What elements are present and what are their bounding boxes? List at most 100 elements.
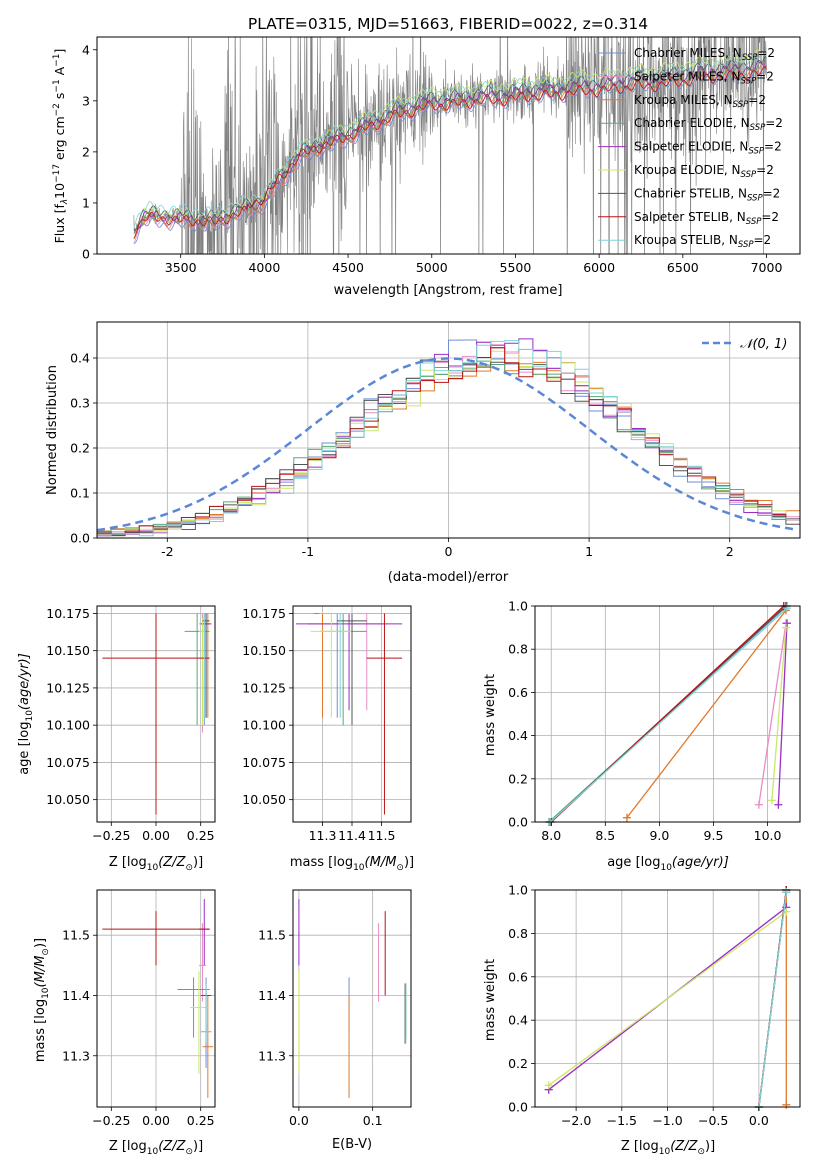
legend-entry: Chabrier ELODIE, NSSP=2 — [634, 116, 783, 133]
x-tick-label: 2 — [726, 544, 734, 559]
y-tick-label: 10.150 — [46, 643, 90, 658]
x-tick-label: 0.00 — [142, 1113, 170, 1128]
weight-vs-age-x-label: age [log10(age/yr)] — [607, 855, 729, 873]
weight-vs-z-plot-area — [534, 886, 801, 1111]
y-tick-label: 10.125 — [242, 680, 286, 695]
figure-title: PLATE=0315, MJD=51663, FIBERID=0022, z=0… — [248, 15, 648, 33]
weight-marker — [774, 800, 783, 809]
y-tick-label: 1.0 — [508, 599, 528, 614]
weight-vs-age-y-label: mass weight — [483, 674, 498, 756]
y-tick-label: 10.075 — [46, 755, 90, 770]
weight-line — [626, 609, 787, 819]
age-vs-z-x-ticks: −0.25 0.00 0.25 — [92, 822, 215, 843]
legend-entry: Kroupa STELIB, NSSP=2 — [634, 233, 771, 250]
weight-marker — [781, 623, 790, 632]
weight-vs-z-x-label: Z [log10(Z/Z⊙)] — [621, 1139, 715, 1157]
weight-line — [771, 627, 787, 801]
x-tick-label: 8.5 — [595, 828, 615, 843]
y-tick-label: 0.1 — [70, 486, 90, 501]
x-tick-label: 6500 — [667, 260, 699, 275]
weight-line — [758, 892, 787, 1108]
residuals-panel: -2 -1 0 1 2 0.0 0.1 0.2 0.3 0.4 𝒩(0, 1) (data-mo… — [45, 321, 801, 585]
spectrum-panel: 3500 4000 4500 5000 5500 6000 6500 7000 0 1 2 3 4 C… — [52, 36, 801, 298]
mass-vs-z-x-label: Z [log10(Z/Z⊙)] — [109, 1139, 203, 1157]
y-tick-label: 0.2 — [508, 771, 528, 786]
spectrum-lines — [133, 37, 767, 254]
y-tick-label: 4 — [82, 42, 90, 57]
weight-vs-z-y-ticks: 0.0 0.2 0.4 0.6 0.8 1.0 — [508, 883, 535, 1115]
y-tick-label: 11.4 — [62, 988, 90, 1003]
x-tick-label: −1.5 — [607, 1113, 637, 1128]
y-tick-label: 11.5 — [258, 928, 286, 943]
legend-entry: Salpeter STELIB, NSSP=2 — [634, 210, 779, 227]
weight-vs-z-x-ticks: −2.0 −1.5 −1.0 −0.5 0.0 — [561, 1107, 769, 1128]
legend-entry: Chabrier MILES, NSSP=2 — [634, 46, 775, 63]
spectrum-plot-area — [96, 36, 801, 255]
age-vs-mass-x-ticks: 11.3 11.4 11.5 — [309, 822, 395, 843]
mass-vs-ebv-x-label: E(B-V) — [332, 1137, 372, 1152]
mass-vs-z-y-label: mass [log10(M/M⊙)] — [33, 938, 51, 1062]
age-vs-mass-y-ticks: 10.050 10.075 10.100 10.125 10.150 10.175 — [242, 606, 293, 807]
weight-line — [549, 607, 788, 823]
age-vs-z-panel: −0.25 0.00 0.25 10.050 10.075 10.100 10.125 10… — [17, 605, 216, 873]
axes-frame — [96, 36, 801, 255]
residuals-plot-area — [96, 321, 801, 539]
y-tick-label: 0.2 — [508, 1056, 528, 1071]
weight-line — [548, 911, 787, 1086]
y-tick-label: 11.3 — [258, 1048, 286, 1063]
spectrum-legend: Chabrier MILES, NSSP=2 Salpeter MILES, NS… — [598, 46, 783, 250]
x-tick-label: 0.00 — [142, 828, 170, 843]
x-tick-label: 0.1 — [363, 1113, 383, 1128]
gaussian-legend-label: 𝒩(0, 1) — [740, 337, 787, 352]
mass-vs-ebv-plot-area — [292, 889, 412, 1108]
age-vs-mass-plot-area — [292, 605, 412, 823]
residuals-x-ticks: -2 -1 0 1 2 — [161, 538, 734, 559]
age-vs-z-y-label: age [log10(age/yr)] — [17, 653, 35, 775]
spectrum-y-ticks: 0 1 2 3 4 — [82, 42, 97, 262]
weight-line — [758, 623, 787, 805]
mass-vs-z-panel: −0.25 0.00 0.25 11.3 11.4 11.5 Z [log10(Z/Z⊙… — [33, 889, 216, 1157]
legend-entry: Kroupa MILES, NSSP=2 — [634, 93, 766, 110]
legend-entry: Salpeter MILES, NSSP=2 — [634, 69, 774, 86]
y-tick-label: 0.6 — [508, 685, 528, 700]
y-tick-label: 10.125 — [46, 680, 90, 695]
residuals-y-ticks: 0.0 0.1 0.2 0.3 0.4 — [70, 351, 97, 546]
weight-marker — [622, 813, 631, 822]
weight-vs-age-y-ticks: 0.0 0.2 0.4 0.6 0.8 1.0 — [508, 599, 535, 830]
y-tick-label: 0.2 — [70, 441, 90, 456]
model-spectrum-line — [133, 59, 767, 230]
x-tick-label: 0.0 — [749, 1113, 769, 1128]
weight-line — [777, 623, 788, 805]
y-tick-label: 0.6 — [508, 969, 528, 984]
x-tick-label: 0 — [445, 544, 453, 559]
weight-marker — [754, 800, 763, 809]
y-tick-label: 10.175 — [46, 606, 90, 621]
errorbar-points — [295, 612, 403, 815]
residuals-y-label: Normed distribution — [45, 365, 60, 495]
y-tick-label: 11.4 — [258, 988, 286, 1003]
x-tick-label: 0.0 — [289, 1113, 309, 1128]
x-tick-label: 11.3 — [309, 828, 337, 843]
y-tick-label: 10.050 — [46, 792, 90, 807]
age-vs-mass-panel: 11.3 11.4 11.5 10.05010.07510.10010.12510.… — [242, 605, 414, 873]
weight-marker — [783, 604, 792, 613]
errorbar-points — [298, 899, 407, 1098]
age-vs-z-x-label: Z [log10(Z/Z⊙)] — [109, 855, 203, 873]
x-tick-label: −0.5 — [698, 1113, 728, 1128]
residual-histogram — [97, 350, 800, 537]
y-tick-label: 2 — [82, 144, 90, 159]
x-tick-label: −1.0 — [652, 1113, 682, 1128]
mass-vs-ebv-panel: 0.0 0.1 11.3 11.4 11.5 E(B-V) — [258, 889, 412, 1152]
y-tick-label: 0.4 — [508, 728, 528, 743]
y-tick-label: 0.8 — [508, 926, 528, 941]
x-tick-label: 9.0 — [649, 828, 669, 843]
weight-marker — [767, 796, 776, 805]
weight-vs-age-plot-area — [534, 602, 801, 826]
residual-histogram — [97, 347, 800, 536]
y-tick-label: 10.100 — [46, 718, 90, 733]
weight-marker — [544, 1081, 553, 1090]
age-vs-mass-x-label: mass [log10(M/M⊙)] — [290, 855, 414, 873]
x-tick-label: 0.25 — [187, 1113, 215, 1128]
y-tick-label: 0.0 — [508, 815, 528, 830]
